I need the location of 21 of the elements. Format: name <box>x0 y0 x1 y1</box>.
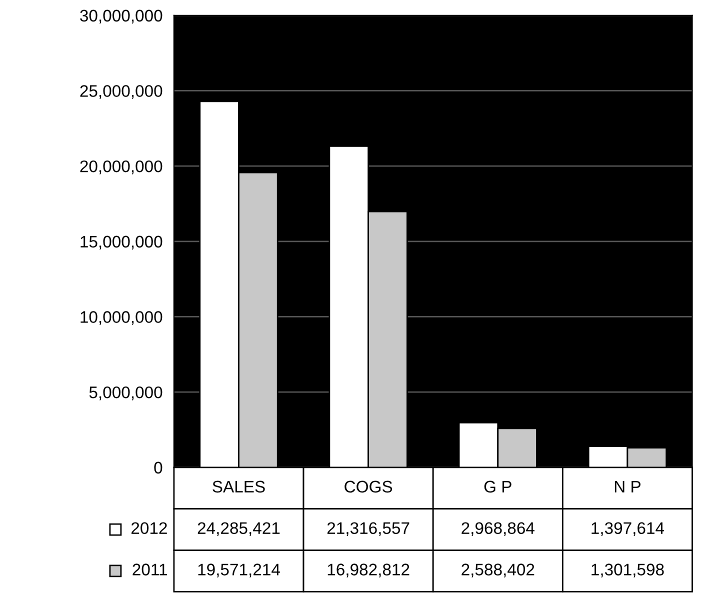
y-tick-label: 5,000,000 <box>89 386 162 400</box>
legend-label: 2012 <box>131 522 167 534</box>
y-tick-label: 0 <box>154 462 162 474</box>
y-tick-label: 30,000,000 <box>80 10 162 24</box>
y-tick-label: 20,000,000 <box>80 160 162 174</box>
y-tick-label: 25,000,000 <box>80 85 162 99</box>
y-tick-label: 10,000,000 <box>80 311 162 325</box>
x-tick-label: G P <box>484 480 512 493</box>
data-label: 1,397,614 <box>592 522 664 536</box>
data-label: 21,316,557 <box>327 522 410 536</box>
data-label: 19,571,214 <box>198 564 280 578</box>
x-tick-label: COGS <box>344 480 392 493</box>
data-label: 2,588,402 <box>462 564 534 578</box>
legend-label: 2011 <box>132 564 167 576</box>
data-label: 16,982,812 <box>328 564 410 578</box>
data-label: 24,285,421 <box>198 522 280 536</box>
x-tick-label: N P <box>614 480 640 492</box>
x-tick-label: SALES <box>212 480 265 493</box>
y-tick-label: 15,000,000 <box>80 236 162 250</box>
data-label: 2,968,864 <box>462 522 534 536</box>
data-label: 1,301,598 <box>592 564 664 578</box>
